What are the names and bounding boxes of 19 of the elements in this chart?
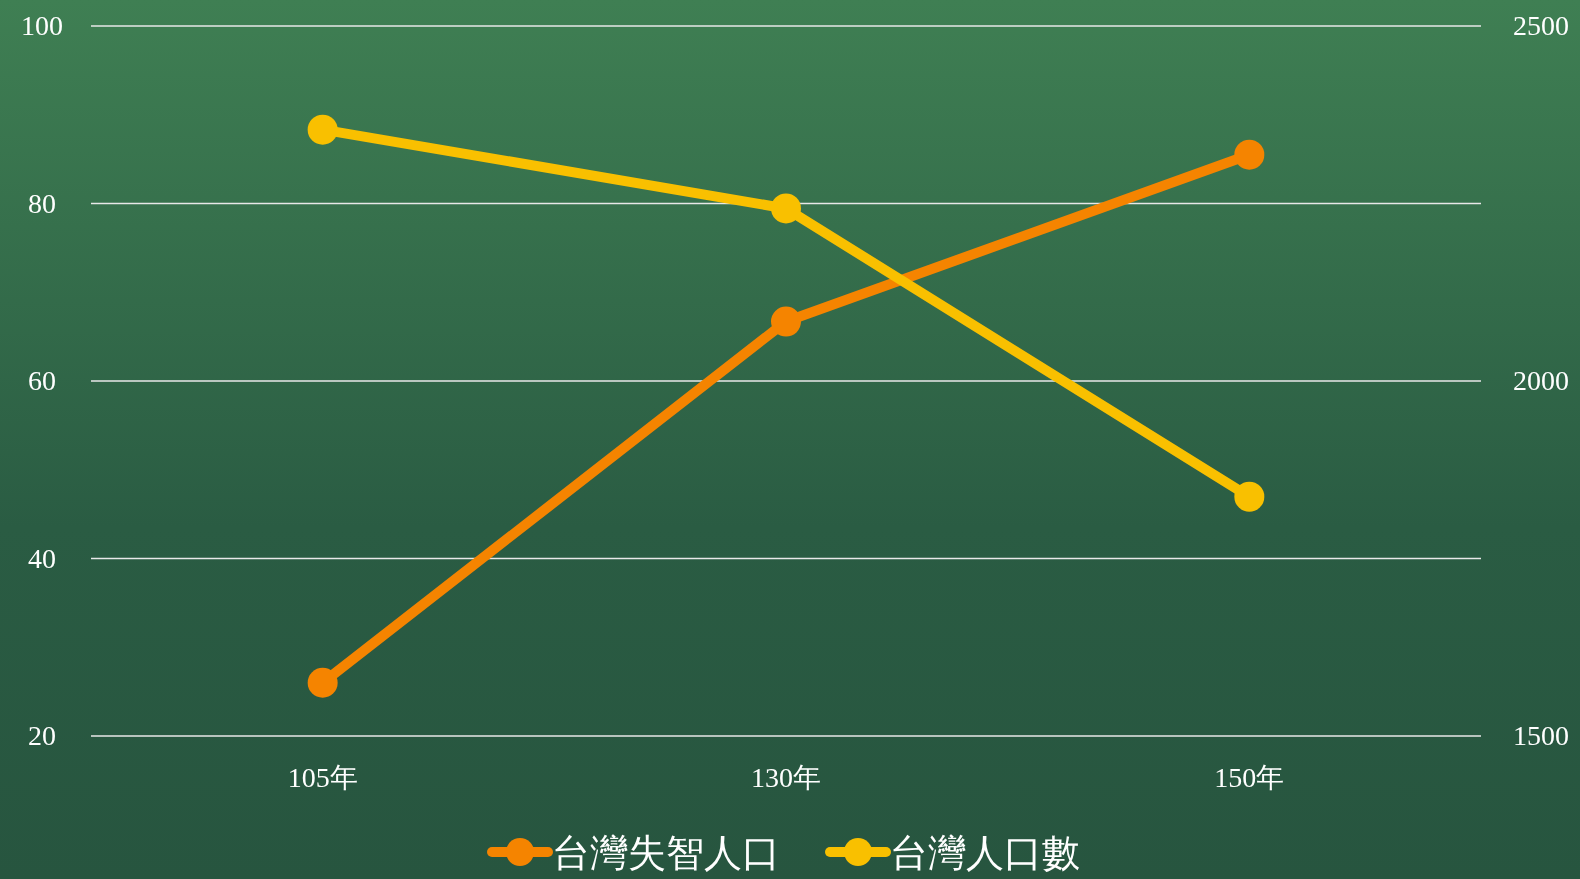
point [307, 667, 338, 698]
point [307, 114, 338, 145]
y2-tick-label: 2000 [1513, 365, 1569, 396]
y-tick-label: 20 [28, 720, 56, 751]
y-tick-label: 60 [28, 365, 56, 396]
x-tick-label: 105年 [287, 762, 358, 793]
y-tick-label: 100 [21, 10, 63, 41]
y-tick-label: 40 [28, 542, 56, 574]
point [771, 193, 801, 224]
legend-label: 台灣人口數 [890, 832, 1080, 874]
point [1234, 481, 1265, 512]
point [771, 306, 801, 337]
legend-label: 台灣失智人口 [552, 832, 780, 874]
y-tick-label: 80 [28, 187, 56, 219]
y2-tick-label: 2500 [1513, 10, 1569, 41]
x-tick-label: 130年 [751, 762, 821, 793]
point [1234, 139, 1265, 170]
x-tick-label: 150年 [1214, 762, 1285, 793]
y2-tick-label: 1500 [1513, 720, 1569, 751]
